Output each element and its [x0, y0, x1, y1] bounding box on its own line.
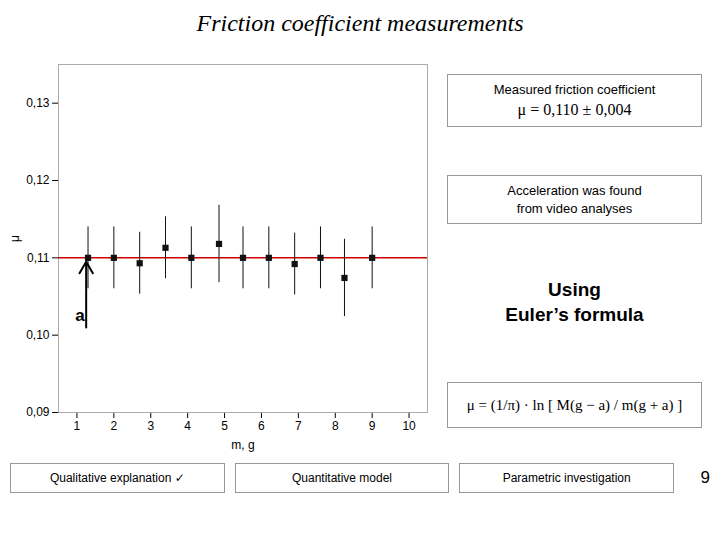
html-text:Quantitative model: Quantitative model	[292, 470, 392, 485]
svg-text:10: 10	[402, 419, 416, 433]
html-text:Friction coefficient measureme: Friction coefficient measurements	[196, 10, 524, 36]
html-text:Qualitative explanation ✓: Qualitative explanation ✓	[49, 470, 185, 485]
svg-text:4: 4	[184, 419, 191, 433]
svg-text:5: 5	[221, 419, 228, 433]
html-text:μ = (1/π) · ln [ M(g − a) / m(: μ = (1/π) · ln [ M(g − a) / m(g + a) ]	[466, 396, 683, 413]
svg-text:0,13: 0,13	[26, 96, 50, 110]
html-text:Parametric investigation: Parametric investigation	[502, 470, 631, 485]
svg-text:8: 8	[332, 419, 339, 433]
html-text:Using: Using	[548, 279, 601, 301]
svg-text:7: 7	[295, 419, 302, 433]
svg-text:2: 2	[111, 419, 118, 433]
svg-text:3: 3	[147, 419, 154, 433]
svg-text:1: 1	[74, 419, 81, 433]
svg-text:0,09: 0,09	[26, 405, 50, 419]
svg-text:a: a	[75, 306, 85, 325]
svg-text:0,11: 0,11	[27, 251, 50, 265]
html-text:Acceleration was found: Acceleration was found	[507, 183, 642, 199]
html-text:9: 9	[700, 468, 710, 487]
svg-text:0,10: 0,10	[26, 328, 50, 342]
svg-text:0,12: 0,12	[26, 173, 50, 187]
svg-text:m, g: m, g	[231, 438, 254, 452]
html-text:from video analyses: from video analyses	[516, 200, 633, 216]
svg-text:μ: μ	[8, 235, 22, 242]
html-text:Measured friction coefficient: Measured friction coefficient	[493, 82, 656, 97]
svg-text:6: 6	[258, 419, 265, 433]
svg-text:9: 9	[369, 419, 376, 433]
html-text:μ = 0,110 ± 0,004: μ = 0,110 ± 0,004	[517, 100, 632, 118]
html-text:Euler’s formula: Euler’s formula	[505, 304, 644, 325]
